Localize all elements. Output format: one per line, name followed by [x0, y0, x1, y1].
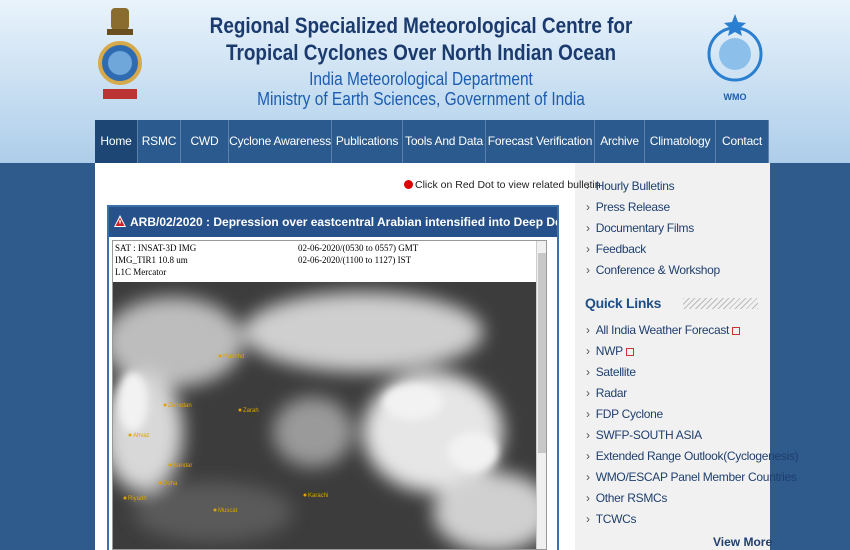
red-dot	[404, 180, 413, 189]
satellite-image: Mashhd Zahedan Zarah Ahvaz Bandar Doha Riyadh M…	[113, 282, 546, 549]
place-dot	[218, 354, 222, 358]
external-icon	[732, 326, 741, 335]
place-dot	[163, 403, 167, 407]
sat-text: L1C Mercator	[115, 267, 167, 277]
place-label: Riyadh	[128, 496, 147, 502]
place-dot	[303, 493, 307, 497]
external-icon	[625, 347, 634, 356]
place-dot	[238, 408, 242, 412]
sat-text: 02-06-2020/(0530 to 0557) GMT	[298, 243, 419, 253]
quick-link[interactable]: WMO/ESCAP Panel Member Countries	[586, 470, 797, 484]
view-more[interactable]: View More	[713, 535, 773, 549]
place-label: Muscat	[218, 508, 238, 514]
nav-item[interactable]: Cyclone Awareness	[229, 120, 332, 163]
place-label: Ahvaz	[133, 433, 150, 439]
nav-item[interactable]: Contact	[716, 120, 769, 163]
site-title: Regional Specialized Meteorological Cent…	[209, 13, 633, 38]
sidebar-link[interactable]: Hourly Bulletins	[586, 179, 675, 193]
scrollbar[interactable]	[536, 241, 546, 549]
nav-item[interactable]: Climatology	[645, 120, 716, 163]
warning-icon	[114, 215, 126, 227]
nav-bar: Home RSMC CWD Cyclone Awareness Publications…	[95, 120, 769, 163]
sidebar-link[interactable]: Documentary Films	[586, 221, 695, 235]
org-name: Ministry of Earth Sciences, Government o…	[257, 89, 585, 109]
place-label: Mashhd	[223, 354, 244, 360]
bulletin-header[interactable]: ARB/02/2020 : Depression over eastcentra…	[109, 207, 557, 237]
nav-item[interactable]: CWD	[181, 120, 229, 163]
wmo-label: WMO	[724, 92, 747, 102]
place-dot	[213, 508, 217, 512]
satellite-frame: SAT : INSAT-3D IMG 02-06-2020/(0530 to 0…	[112, 240, 547, 550]
place-label: Zarah	[243, 408, 259, 414]
sat-text: IMG_TIR1 10.8 um	[115, 255, 188, 265]
divider	[683, 298, 758, 309]
sidebar-link[interactable]: Conference & Workshop	[586, 263, 721, 277]
nav-item[interactable]: Home	[95, 120, 138, 163]
place-label: Bandar	[173, 463, 192, 469]
place-dot	[158, 481, 162, 485]
org-name: India Meteorological Department	[309, 69, 533, 89]
place-dot	[123, 496, 127, 500]
quick-link[interactable]: TCWCs	[586, 512, 637, 526]
place-label: Zahedan	[168, 403, 192, 409]
nav-item[interactable]: Archive	[595, 120, 645, 163]
nav-item[interactable]: Tools And Data	[403, 120, 486, 163]
site-title: Tropical Cyclones Over North Indian Ocea…	[225, 40, 617, 65]
quick-link[interactable]: NWP	[586, 344, 634, 358]
emblem	[98, 8, 142, 99]
quick-links-title: Quick Links	[585, 295, 662, 311]
place-label: Karachi	[308, 493, 328, 499]
quick-link[interactable]: SWFP-SOUTH ASIA	[586, 428, 702, 442]
quick-link[interactable]: Satellite	[586, 365, 636, 379]
place-dot	[168, 463, 172, 467]
sat-text: 02-06-2020/(1100 to 1127) IST	[298, 255, 412, 265]
sat-text: SAT : INSAT-3D IMG	[115, 243, 197, 253]
quick-link[interactable]: Radar	[586, 386, 627, 400]
quick-link[interactable]: Other RSMCs	[586, 491, 668, 505]
quick-link[interactable]: FDP Cyclone	[586, 407, 663, 421]
nav-item[interactable]: Forecast Verification	[486, 120, 595, 163]
quick-link[interactable]: Extended Range Outlook(Cyclogenesis)	[586, 449, 799, 463]
bulletin-box: ARB/02/2020 : Depression over eastcentra…	[107, 205, 559, 550]
place-label: Doha	[163, 481, 178, 487]
quick-link[interactable]: All India Weather Forecast	[586, 323, 741, 337]
wmo-logo: WMO	[707, 14, 763, 102]
nav-item[interactable]: Publications	[332, 120, 403, 163]
sidebar-link[interactable]: Press Release	[586, 200, 670, 214]
sidebar-link[interactable]: Feedback	[586, 242, 647, 256]
bulletin-title: ARB/02/2020 : Depression over eastcentra…	[130, 215, 557, 229]
bulletin-hint: Click on Red Dot to view related bulleti…	[415, 179, 601, 191]
place-dot	[128, 433, 132, 437]
nav-item[interactable]: RSMC	[138, 120, 181, 163]
